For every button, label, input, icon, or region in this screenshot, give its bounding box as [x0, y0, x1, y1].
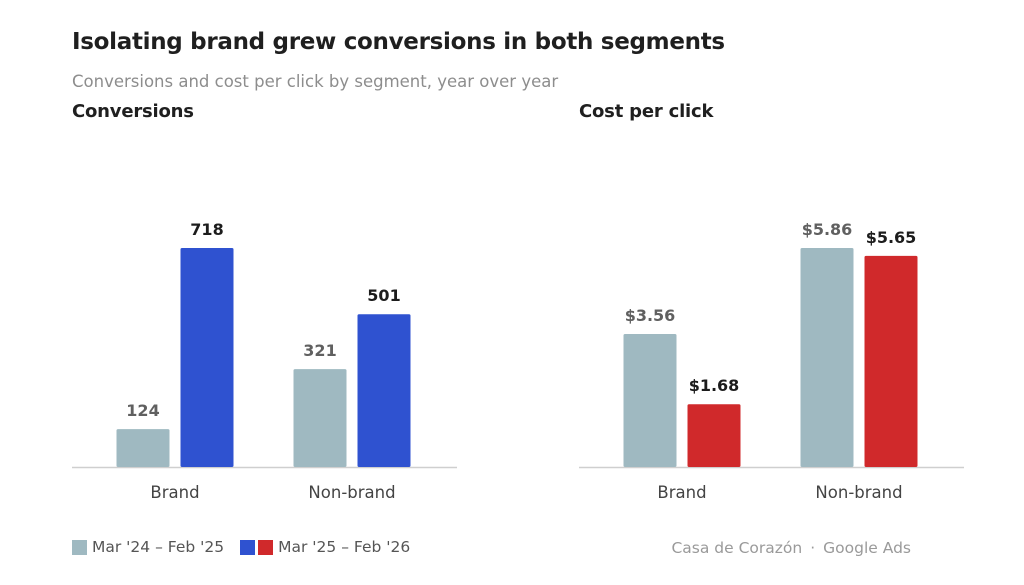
conversions-bar-brand-current	[180, 248, 234, 467]
legend-swatch-prior	[72, 539, 87, 555]
legend-item-current: Mar '25 – Feb '26	[240, 538, 410, 556]
cpc-panel-title: Cost per click	[579, 101, 714, 122]
conversions-value-label-non-brand-prior: 321	[303, 341, 336, 360]
chart-title: Isolating brand grew conversions in both…	[72, 29, 725, 55]
cpc-bar-non-brand-prior	[800, 248, 854, 467]
source-note: Casa de Corazón · Google Ads	[671, 539, 911, 557]
legend-label-prior: Mar '24 – Feb '25	[92, 538, 225, 556]
cpc-value-label-brand-prior: $3.56	[625, 306, 676, 325]
conversions-bar-non-brand-current	[357, 314, 411, 467]
cpc-category-label-brand: Brand	[657, 483, 706, 502]
chart-subtitle: Conversions and cost per click by segmen…	[72, 72, 559, 91]
cpc-value-label-brand-current: $1.68	[689, 376, 740, 395]
conversions-value-label-non-brand-current: 501	[367, 286, 400, 305]
conversions-category-label-brand: Brand	[150, 483, 199, 502]
conversions-bar-non-brand-prior	[293, 369, 347, 467]
cpc-category-label-non-brand: Non-brand	[815, 483, 902, 502]
conversions-category-label-non-brand: Non-brand	[308, 483, 395, 502]
legend: Mar '24 – Feb '25 Mar '25 – Feb '26	[72, 538, 410, 556]
legend-item-prior: Mar '24 – Feb '25	[72, 538, 224, 556]
legend-label-current: Mar '25 – Feb '26	[278, 538, 411, 556]
conversions-panel-title: Conversions	[72, 101, 194, 122]
cpc-bar-brand-prior	[623, 333, 677, 467]
legend-swatch-cpc	[258, 539, 274, 555]
legend-swatch-conversions	[240, 539, 256, 555]
cpc-bar-brand-current	[687, 404, 741, 467]
conversions-value-label-brand-current: 718	[190, 220, 223, 239]
source-platform: Google Ads	[823, 539, 911, 557]
conversions-value-label-brand-prior: 124	[126, 401, 159, 420]
cpc-bar-non-brand-current	[864, 255, 918, 467]
source-org: Casa de Corazón	[671, 539, 803, 557]
cpc-value-label-non-brand-prior: $5.86	[802, 220, 853, 239]
conversions-bar-brand-prior	[116, 429, 170, 467]
source-separator: ·	[810, 539, 816, 557]
cpc-value-label-non-brand-current: $5.65	[866, 228, 917, 247]
